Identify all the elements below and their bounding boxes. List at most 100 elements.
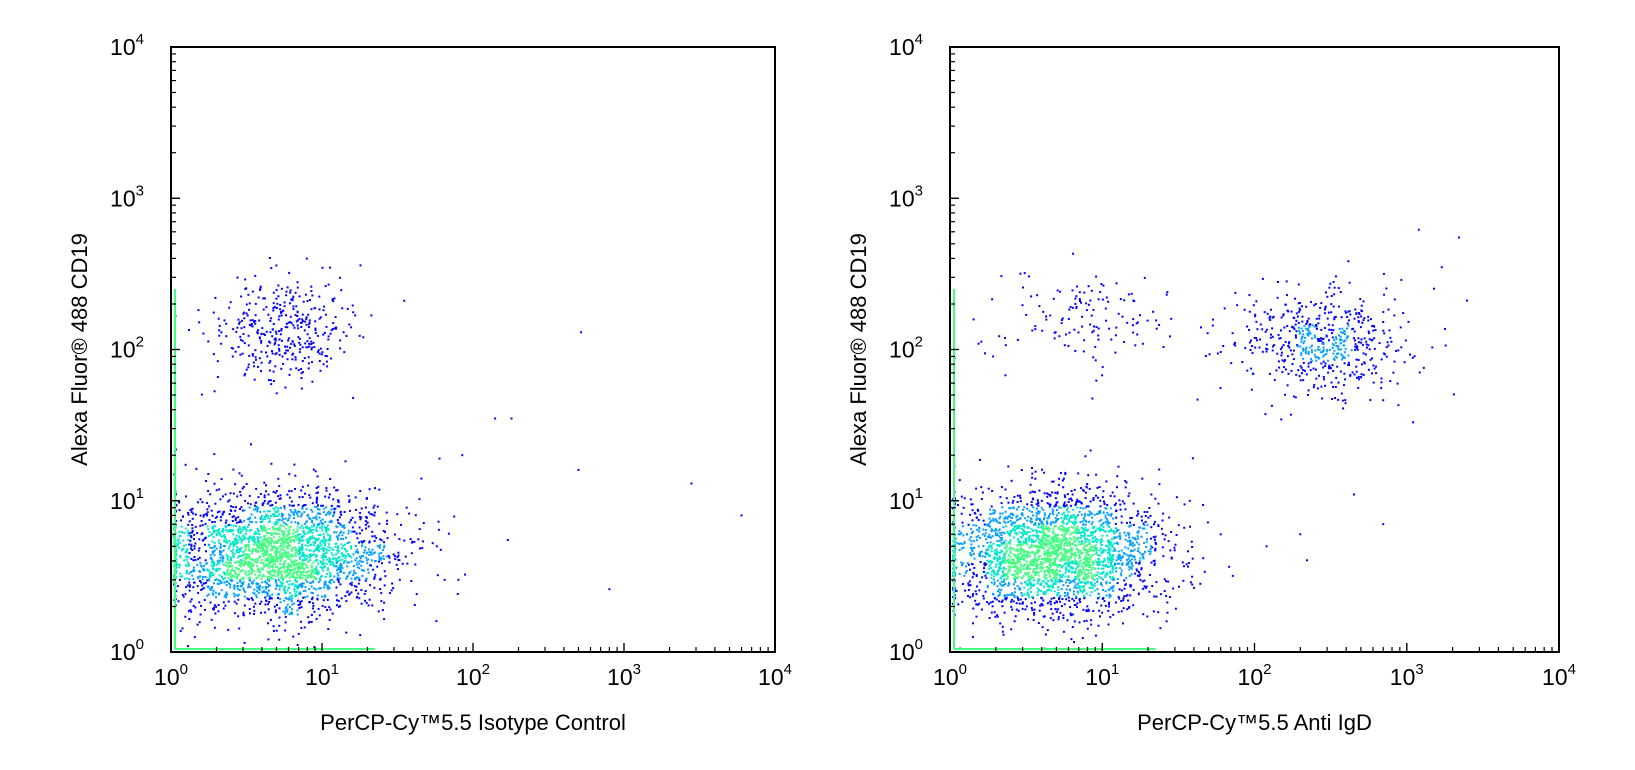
scatter-point <box>219 516 222 518</box>
scatter-point <box>321 504 324 507</box>
scatter-point <box>1069 557 1072 560</box>
scatter-point <box>223 319 226 322</box>
scatter-point <box>370 559 373 562</box>
scatter-point <box>207 473 210 475</box>
scatter-point <box>1013 526 1016 529</box>
scatter-point <box>328 513 331 516</box>
scatter-point <box>1013 596 1016 598</box>
scatter-point <box>346 575 349 578</box>
scatter-point <box>253 613 255 615</box>
scatter-point <box>1042 523 1044 525</box>
scatter-point <box>1035 514 1038 517</box>
scatter-point <box>284 352 287 355</box>
scatter-point <box>1052 480 1055 483</box>
scatter-point <box>1093 566 1096 569</box>
scatter-point <box>225 322 228 325</box>
scatter-point <box>308 337 311 340</box>
scatter-point <box>294 508 297 511</box>
scatter-point <box>231 520 234 522</box>
scatter-point <box>238 573 240 576</box>
scatter-point <box>227 523 230 526</box>
scatter-point <box>380 592 383 595</box>
scatter-point <box>185 495 187 498</box>
scatter-point <box>298 496 301 499</box>
scatter-point <box>1068 516 1071 519</box>
scatter-point <box>1087 574 1090 577</box>
scatter-point <box>343 524 346 527</box>
scatter-point <box>364 590 367 592</box>
scatter-point <box>288 569 291 572</box>
scatter-point <box>327 283 330 286</box>
scatter-point <box>273 605 276 608</box>
scatter-point <box>301 505 304 508</box>
scatter-point <box>1013 620 1016 623</box>
scatter-point <box>285 553 288 556</box>
scatter-point <box>306 555 309 558</box>
scatter-point <box>297 327 300 330</box>
scatter-point <box>331 554 334 557</box>
scatter-point <box>348 521 351 524</box>
scatter-point <box>238 589 241 592</box>
scatter-point <box>278 349 281 352</box>
scatter-point <box>967 563 970 566</box>
scatter-point <box>396 556 399 559</box>
scatter-point <box>286 326 289 329</box>
scatter-point <box>233 595 236 598</box>
scatter-point <box>300 563 303 566</box>
scatter-point <box>1011 517 1013 519</box>
scatter-point <box>231 355 234 358</box>
scatter-point <box>1012 528 1015 531</box>
scatter-point <box>222 607 225 610</box>
scatter-point <box>327 567 329 570</box>
scatter-point <box>1088 541 1091 544</box>
scatter-point <box>291 299 294 302</box>
scatter-point <box>294 564 297 566</box>
scatter-point <box>411 541 414 544</box>
scatter-point <box>320 548 323 550</box>
scatter-point <box>1037 555 1040 558</box>
scatter-point <box>296 513 299 515</box>
scatter-point <box>276 593 279 596</box>
scatter-point <box>994 565 997 568</box>
scatter-point <box>308 321 311 324</box>
scatter-point <box>259 536 262 539</box>
scatter-point <box>304 574 307 577</box>
scatter-point <box>322 532 325 535</box>
scatter-point <box>998 528 1001 531</box>
scatter-point <box>1016 494 1019 497</box>
scatter-point <box>192 586 195 589</box>
scatter-point <box>289 564 292 567</box>
scatter-point <box>1001 506 1004 509</box>
scatter-point <box>1199 582 1202 585</box>
scatter-point <box>1078 531 1081 534</box>
scatter-point <box>347 495 350 497</box>
scatter-point <box>1109 562 1112 565</box>
scatter-point <box>317 491 319 494</box>
scatter-point <box>283 505 286 508</box>
scatter-point <box>341 553 344 556</box>
scatter-point <box>986 559 989 562</box>
scatter-point <box>212 311 215 314</box>
scatter-point <box>1094 582 1097 585</box>
scatter-point <box>1104 530 1107 533</box>
scatter-point <box>398 578 401 581</box>
scatter-point <box>286 286 289 289</box>
scatter-point <box>319 526 321 529</box>
scatter-point <box>1091 574 1094 577</box>
scatter-point <box>1120 589 1123 592</box>
scatter-point <box>319 587 322 590</box>
scatter-point <box>988 565 991 568</box>
scatter-point <box>219 556 222 559</box>
scatter-point <box>214 578 217 581</box>
scatter-point <box>225 529 228 532</box>
scatter-point <box>291 504 294 507</box>
scatter-point <box>283 552 286 555</box>
scatter-point <box>284 522 287 525</box>
scatter-point <box>321 561 324 564</box>
scatter-point <box>269 379 272 382</box>
scatter-point <box>340 566 343 569</box>
scatter-point <box>200 588 203 591</box>
scatter-point <box>355 596 358 599</box>
scatter-point <box>1018 556 1021 559</box>
scatter-point <box>1076 606 1078 609</box>
